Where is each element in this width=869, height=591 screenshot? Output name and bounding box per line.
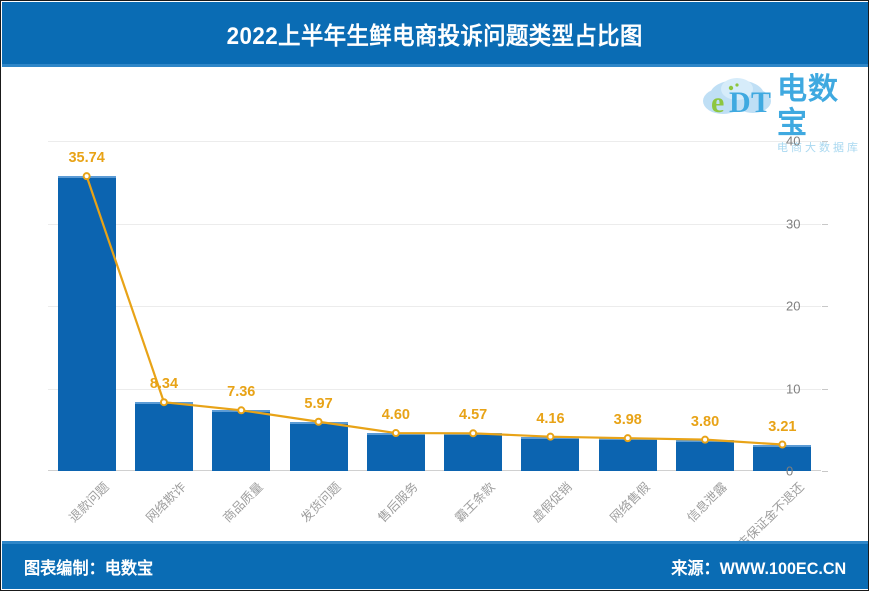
- svg-text:T: T: [751, 86, 771, 119]
- bar: [289, 421, 348, 471]
- title-bar: 2022上半年生鲜电商投诉问题类型占比图: [2, 2, 868, 67]
- bar: [521, 436, 580, 471]
- x-axis-label: 信息泄露: [684, 479, 730, 526]
- x-axis-label: 发货问题: [298, 479, 344, 526]
- data-label: 3.21: [768, 418, 797, 435]
- cloud-icon: [703, 78, 771, 114]
- data-label: 3.98: [613, 412, 642, 429]
- bar: [212, 410, 271, 471]
- y-tick-mark: [822, 306, 828, 307]
- data-label: 4.57: [459, 407, 488, 424]
- x-axis-label: 售后服务: [375, 479, 421, 526]
- data-label: 4.16: [536, 410, 565, 427]
- y-tick-label: 40: [786, 133, 801, 149]
- footer-credit: 图表编制：电数宝: [24, 559, 154, 578]
- bar: [676, 439, 735, 471]
- x-axis-label: 网络欺诈: [143, 479, 189, 526]
- bar: [598, 438, 657, 471]
- x-axis-baseline: [48, 470, 821, 471]
- x-axis-label: 霸王条款: [452, 479, 498, 526]
- data-label: 5.97: [304, 395, 333, 412]
- y-tick-label: 0: [786, 463, 794, 479]
- y-tick-label: 10: [786, 381, 801, 396]
- svg-text:e: e: [711, 86, 724, 119]
- data-label: 35.74: [68, 150, 105, 167]
- y-tick-label: 20: [786, 298, 801, 314]
- data-label: 4.60: [381, 407, 410, 424]
- logo-tagline: 电商大数据库: [777, 142, 861, 154]
- x-axis-label: 虚假促销: [529, 479, 576, 526]
- edt-wordmark: e D T: [711, 83, 771, 119]
- y-tick-mark: [822, 471, 828, 472]
- footer-source: 来源：WWW.100EC.CN: [671, 559, 846, 578]
- bar: [134, 402, 193, 471]
- x-axis-label: 网络售假: [607, 479, 653, 526]
- y-tick-label: 30: [786, 216, 801, 231]
- y-tick-mark: [822, 223, 828, 225]
- x-axis-label: 退款问题: [66, 479, 112, 526]
- gridline: [48, 223, 821, 225]
- data-label: 3.80: [690, 413, 720, 430]
- bar: [444, 433, 503, 471]
- footer-bar: 图表编制：电数宝 来源：WWW.100EC.CN: [2, 541, 868, 589]
- bar: [753, 444, 812, 471]
- svg-text:D: D: [729, 86, 751, 119]
- logo-name: 电数宝: [777, 73, 839, 140]
- page-title: 2022上半年生鲜电商投诉问题类型占比图: [226, 22, 644, 50]
- bar: [366, 433, 425, 471]
- y-tick-mark: [822, 388, 828, 390]
- data-label: 8.34: [149, 376, 179, 393]
- x-axis-label: 商品质量: [220, 479, 266, 526]
- y-tick-mark: [822, 141, 828, 142]
- gridline: [48, 141, 821, 142]
- bar: [57, 176, 116, 471]
- data-label: 7.36: [227, 384, 256, 401]
- plot-area: 35.74 8.34 7.36 5.97 4.60 4.57 4.16 3.98 3.80 3.2…: [48, 141, 828, 560]
- edt-logo: e D T 电数宝 电商大数据库: [701, 73, 863, 154]
- gridline: [48, 306, 821, 307]
